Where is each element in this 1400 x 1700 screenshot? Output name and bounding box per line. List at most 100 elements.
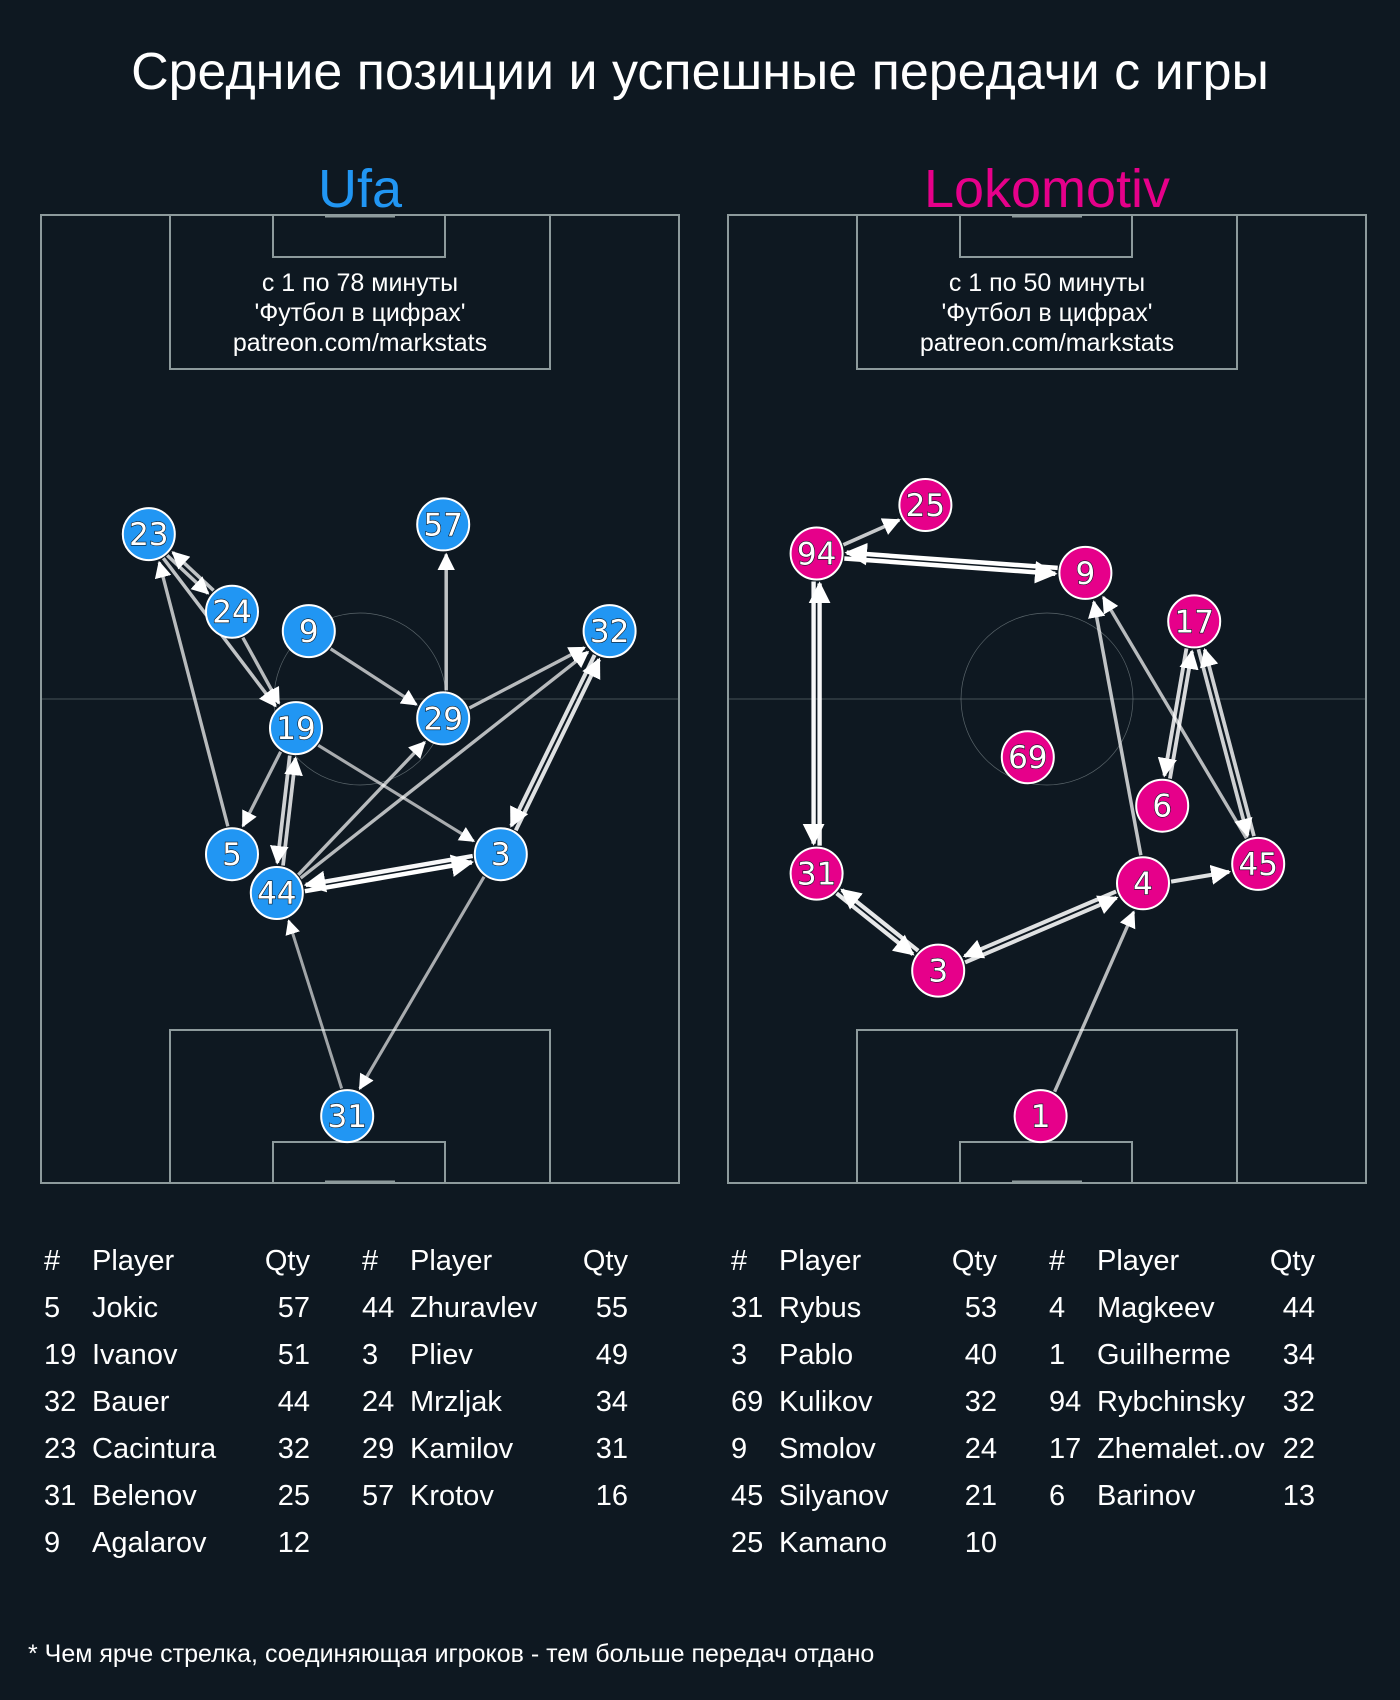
pass-arrow-94-to-9 (844, 556, 1058, 584)
player-name: Cacintura (92, 1433, 217, 1465)
subtitle-line-1: с 1 по 78 минуты (261, 269, 459, 297)
player-num: 3 (362, 1339, 379, 1371)
roster-table-lokomotiv: # Player Qty 31 Rybus 53 3 Pablo 40 69 Kulikov 32 9 S… (727, 1238, 1367, 1568)
pass-arrow-44-to-19 (281, 756, 303, 866)
player-qty: 10 (964, 1527, 997, 1559)
player-marker (249, 866, 304, 920)
player-number-label: 5 (222, 837, 242, 873)
pass-arrow-94-to-25 (842, 518, 901, 547)
player-name: Rybus (779, 1292, 862, 1324)
pass-arrow-24-to-19 (241, 636, 281, 705)
player-number-label: 31 (327, 1099, 366, 1135)
player-name: Kamano (779, 1527, 888, 1559)
player-marker (1116, 856, 1170, 911)
roster-row: 6 Barinov 13 (1045, 1473, 1355, 1520)
player-number-label: 94 (797, 537, 836, 573)
player-name: Mrzljak (410, 1386, 502, 1418)
player-name: Ivanov (92, 1339, 178, 1371)
player-qty: 44 (277, 1386, 310, 1418)
player-marker (269, 701, 323, 756)
subtitle-line-3: patreon.com/markstats (232, 329, 488, 357)
player-name: Barinov (1097, 1480, 1196, 1512)
player-number-label: 19 (276, 711, 315, 747)
player-marker (121, 507, 176, 562)
pass-arrow-31-to-44 (285, 919, 344, 1089)
player-number-label: 9 (299, 614, 319, 650)
roster-row: 32 Bauer 44 (40, 1379, 350, 1426)
player-node-29: 29 (416, 691, 471, 746)
player-number-label: 17 (1174, 604, 1213, 640)
player-qty: 53 (964, 1292, 997, 1324)
player-marker (320, 1089, 375, 1144)
player-marker (1135, 778, 1190, 833)
roster-row: 17 Zhemalet..ov 22 (1045, 1426, 1355, 1473)
player-nodes: 23 57 24 9 32 19 29 5 44 3 31 (121, 497, 637, 1144)
player-num: 31 (731, 1292, 764, 1324)
player-number-label: 3 (928, 954, 948, 990)
pass-arrow-4-to-45 (1170, 864, 1232, 885)
player-num: 29 (362, 1433, 395, 1465)
roster-row: 31 Rybus 53 (727, 1285, 1037, 1332)
header-num: # (1049, 1245, 1066, 1277)
header-num: # (362, 1245, 379, 1277)
player-number-label: 9 (1076, 556, 1096, 592)
player-node-24: 24 (205, 584, 259, 639)
roster-row: 31 Belenov 25 (40, 1473, 350, 1520)
header-qty: Qty (951, 1245, 997, 1277)
header-player: Player (779, 1245, 862, 1277)
player-node-69: 69 (1000, 730, 1055, 785)
pitch-svg-ufa: 23 57 24 9 32 19 29 5 44 3 31 (40, 214, 680, 1184)
pitch-subtitle-lokomotiv: с 1 по 50 минуты 'Футбол в цифрах' patre… (727, 268, 1367, 358)
player-num: 19 (44, 1339, 77, 1371)
roster-header-row: # Player Qty (1045, 1238, 1355, 1285)
player-num: 57 (362, 1480, 395, 1512)
player-node-44: 44 (249, 866, 304, 920)
roster-row: 1 Guilherme 34 (1045, 1332, 1355, 1379)
player-name: Zhemalet..ov (1097, 1433, 1265, 1465)
pitch-markings (727, 214, 1367, 1184)
header-num: # (44, 1245, 61, 1277)
player-number-label: 4 (1133, 866, 1153, 902)
player-number-label: 24 (212, 595, 251, 631)
pass-arrow-9-to-94 (844, 542, 1058, 571)
pitch-lokomotiv: 25 94 9 17 69 6 31 4 45 3 1 с 1 по 50 минуты 'Футб… (727, 214, 1367, 1184)
pass-arrow-24-to-23 (171, 551, 215, 592)
player-node-1: 1 (1013, 1089, 1068, 1144)
player-name: Bauer (92, 1386, 170, 1418)
pass-arrow-31-to-3 (835, 891, 915, 956)
player-number-label: 6 (1152, 789, 1172, 825)
roster-header-row: # Player Qty (727, 1238, 1037, 1285)
player-node-23: 23 (121, 507, 176, 562)
team-name-ufa: Ufa (317, 159, 403, 219)
player-name: Rybchinsky (1097, 1386, 1246, 1418)
header-player: Player (92, 1245, 175, 1277)
roster-row: 23 Cacintura 32 (40, 1426, 350, 1473)
player-node-19: 19 (269, 701, 323, 756)
player-node-3: 3 (911, 943, 966, 998)
player-node-25: 25 (898, 478, 953, 532)
player-qty: 49 (595, 1339, 628, 1371)
team-name-lokomotiv: Lokomotiv (923, 159, 1171, 219)
player-name: Jokic (92, 1292, 159, 1324)
roster-column-2: # Player Qty 44 Zhuravlev 55 3 Pliev 49 24 Mrzljak… (358, 1238, 668, 1520)
player-qty: 22 (1282, 1433, 1315, 1465)
player-num: 6 (1049, 1480, 1066, 1512)
footnote: * Чем ярче стрелка, соединяющая игроков … (28, 1640, 875, 1668)
pass-arrow-29-to-32 (468, 646, 586, 710)
player-num: 9 (44, 1527, 61, 1559)
player-marker (1000, 730, 1055, 785)
player-node-6: 6 (1135, 778, 1190, 833)
player-name: Guilherme (1097, 1339, 1231, 1371)
roster-row: 5 Jokic 57 (40, 1285, 350, 1332)
player-number-label: 44 (257, 876, 296, 912)
pass-arrow-19-to-3 (317, 744, 476, 843)
player-num: 4 (1049, 1292, 1066, 1324)
player-num: 9 (731, 1433, 748, 1465)
player-marker (281, 604, 336, 659)
player-number-label: 23 (129, 517, 168, 553)
player-number-label: 57 (423, 507, 462, 543)
player-name: Zhuravlev (410, 1292, 538, 1324)
player-qty: 32 (964, 1386, 997, 1418)
player-node-9: 9 (1058, 545, 1113, 600)
pass-arrow-44-to-3 (304, 854, 474, 894)
